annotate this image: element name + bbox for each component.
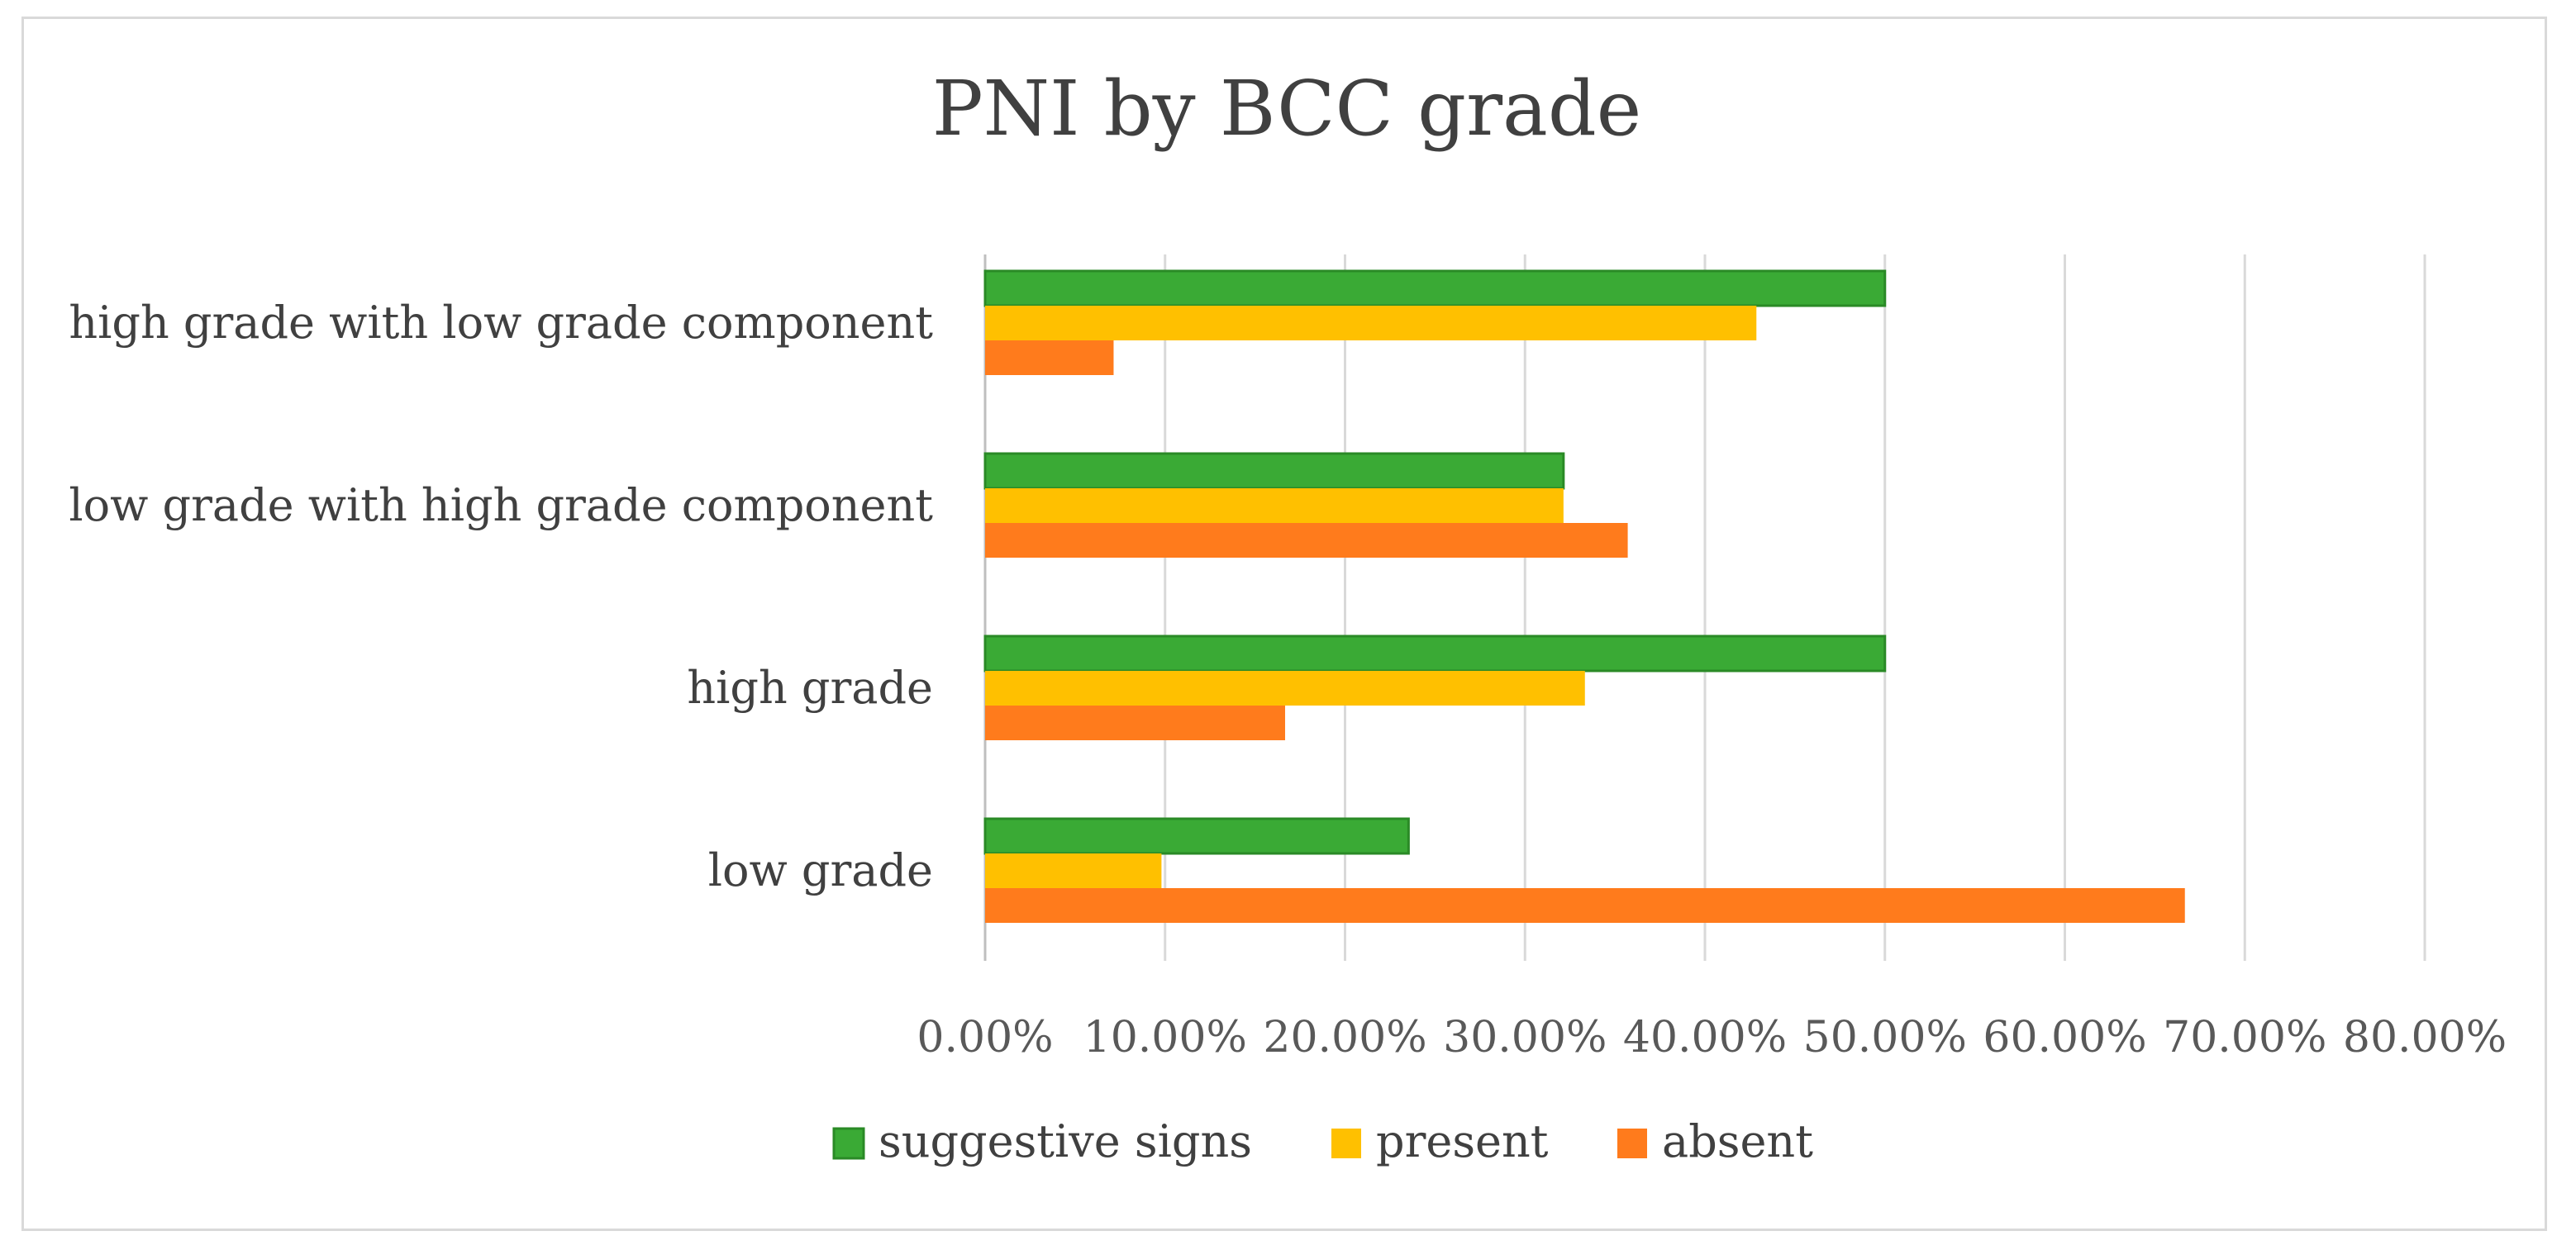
legend-label: suggestive signs xyxy=(879,1115,1252,1167)
x-tick-label: 40.00% xyxy=(1623,1013,1787,1062)
bar-present-1 xyxy=(985,671,1585,706)
x-tick-label: 80.00% xyxy=(2343,1013,2507,1062)
category-label: high grade xyxy=(687,662,933,714)
bar-suggestive-signs-3 xyxy=(983,269,1887,307)
legend-swatch xyxy=(832,1127,865,1160)
x-tick-labels: 0.00% 10.00% 20.00% 30.00% 40.00% 50.00% 60.00… xyxy=(917,1013,2507,1062)
x-tick-label: 20.00% xyxy=(1263,1013,1426,1062)
bar-absent-0 xyxy=(985,888,2185,923)
legend-swatch xyxy=(1331,1129,1361,1158)
bars xyxy=(983,269,2185,923)
bar-present-2 xyxy=(985,488,1564,523)
legend-label: absent xyxy=(1662,1115,1813,1167)
bar-absent-1 xyxy=(985,706,1285,740)
legend: suggestive signs present absent xyxy=(832,1115,1813,1167)
x-tick-label: 60.00% xyxy=(1983,1013,2146,1062)
bar-suggestive-signs-1 xyxy=(983,635,1887,673)
legend-label: present xyxy=(1376,1115,1549,1167)
gridlines xyxy=(983,254,2426,961)
chart-frame: PNI by BCC grade low grade high grade low … xyxy=(21,17,2547,1231)
category-label: low grade xyxy=(708,844,933,896)
x-tick-label: 10.00% xyxy=(1083,1013,1247,1062)
category-label: low grade with high grade component xyxy=(69,479,933,531)
bar-absent-2 xyxy=(985,523,1628,558)
category-label: high grade with low grade component xyxy=(69,297,933,349)
x-tick-label: 30.00% xyxy=(1443,1013,1607,1062)
x-tick-label: 0.00% xyxy=(917,1013,1053,1062)
legend-swatch xyxy=(1617,1129,1647,1158)
bar-present-0 xyxy=(985,853,1162,888)
bar-suggestive-signs-2 xyxy=(983,452,1565,490)
bar-present-3 xyxy=(985,306,1757,340)
bar-suggestive-signs-0 xyxy=(983,817,1410,855)
bar-absent-3 xyxy=(985,340,1114,375)
x-tick-label: 50.00% xyxy=(1803,1013,1967,1062)
category-labels: low grade high grade low grade with high g… xyxy=(69,297,933,896)
x-tick-label: 70.00% xyxy=(2163,1013,2326,1062)
chart-title: PNI by BCC grade xyxy=(932,64,1642,153)
